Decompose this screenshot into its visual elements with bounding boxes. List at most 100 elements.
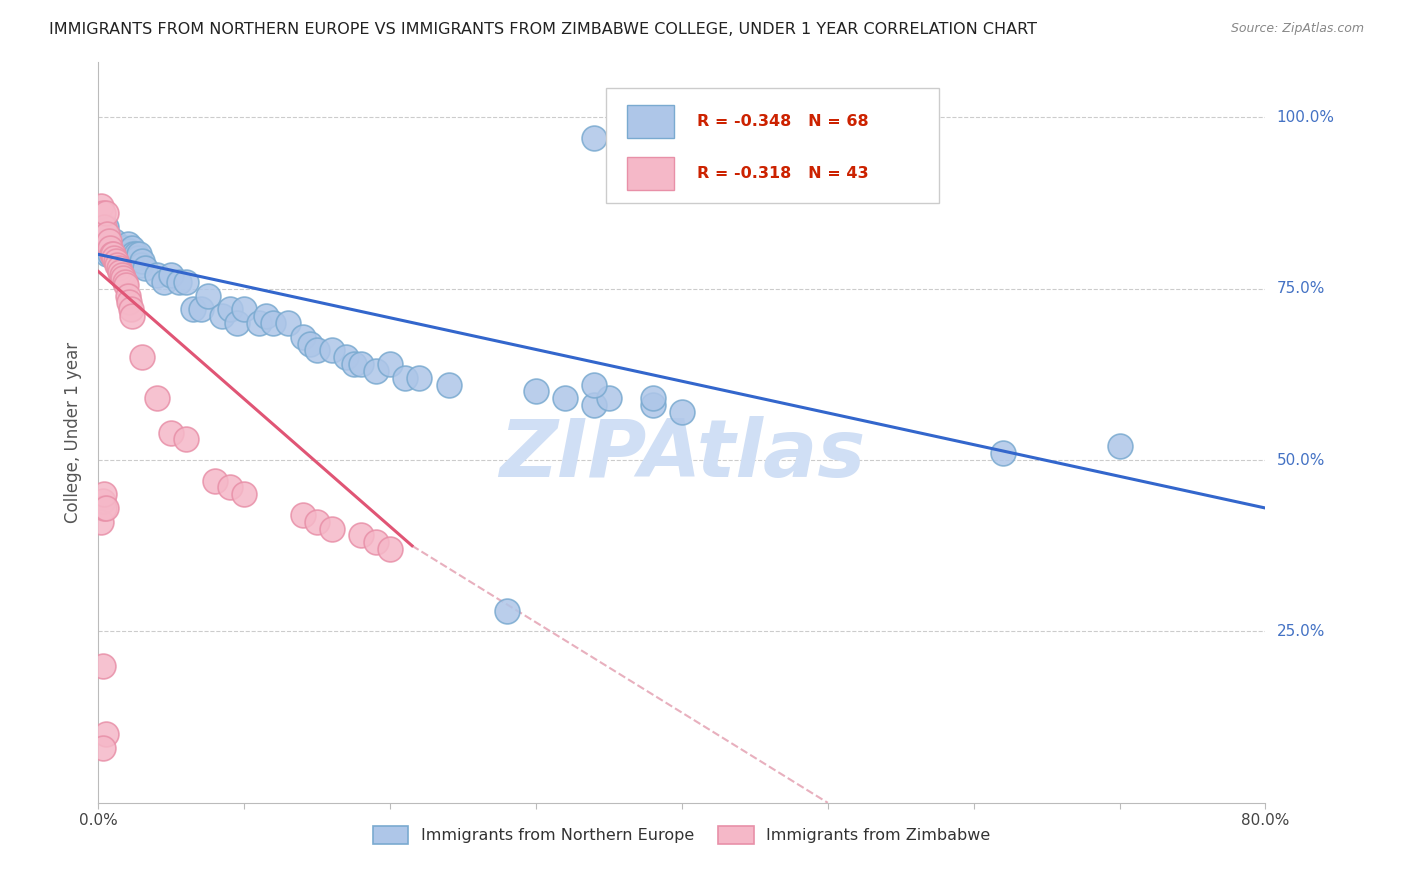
Point [394, 371, 416, 385]
Point [583, 377, 606, 392]
Point [218, 302, 240, 317]
Point [105, 258, 128, 272]
Point [160, 425, 183, 440]
Point [146, 268, 169, 282]
Point [307, 343, 329, 358]
Point [94, 219, 117, 234]
Point [233, 302, 256, 317]
Point [380, 542, 402, 557]
Point [114, 275, 136, 289]
Point [380, 357, 402, 371]
Point [598, 392, 620, 406]
Point [97, 237, 120, 252]
Point [93, 219, 115, 234]
Point [160, 268, 183, 282]
Point [108, 254, 131, 268]
Point [671, 405, 693, 419]
Point [122, 247, 145, 261]
Point [146, 392, 169, 406]
Point [128, 247, 150, 261]
Point [104, 240, 127, 255]
Point [350, 528, 373, 542]
Point [437, 377, 460, 392]
Point [167, 275, 190, 289]
Point [112, 271, 135, 285]
Point [90, 199, 112, 213]
Point [1108, 439, 1130, 453]
Point [262, 316, 284, 330]
Point [218, 480, 240, 494]
Point [174, 275, 197, 289]
Point [121, 309, 143, 323]
Point [101, 247, 124, 261]
Point [94, 501, 117, 516]
Point [226, 316, 249, 330]
Point [101, 240, 124, 255]
Point [97, 234, 120, 248]
Point [104, 254, 127, 268]
Point [364, 364, 387, 378]
Point [254, 309, 277, 323]
Point [115, 247, 138, 261]
Point [190, 302, 212, 317]
Point [129, 258, 152, 272]
Point [114, 240, 136, 255]
Point [120, 247, 142, 261]
Point [204, 474, 226, 488]
Point [91, 223, 114, 237]
Point [641, 398, 664, 412]
Point [583, 398, 606, 412]
Text: 50.0%: 50.0% [1277, 452, 1324, 467]
Text: IMMIGRANTS FROM NORTHERN EUROPE VS IMMIGRANTS FROM ZIMBABWE COLLEGE, UNDER 1 YEA: IMMIGRANTS FROM NORTHERN EUROPE VS IMMIG… [49, 22, 1038, 37]
Point [111, 268, 134, 282]
Point [94, 727, 117, 741]
Point [125, 247, 148, 261]
Text: R = -0.318   N = 43: R = -0.318 N = 43 [697, 166, 869, 181]
Point [111, 240, 134, 255]
Point [108, 261, 131, 276]
Point [211, 309, 233, 323]
Point [307, 515, 329, 529]
Point [93, 501, 115, 516]
Point [554, 392, 576, 406]
Text: R = -0.348   N = 68: R = -0.348 N = 68 [697, 114, 869, 129]
Point [496, 604, 519, 618]
Point [197, 288, 219, 302]
Point [298, 336, 321, 351]
Text: 100.0%: 100.0% [1277, 110, 1334, 125]
Bar [627, 157, 675, 190]
Point [153, 275, 176, 289]
Text: ZIPAtlas: ZIPAtlas [499, 416, 865, 494]
Point [350, 357, 373, 371]
Point [94, 206, 117, 220]
Point [174, 433, 197, 447]
Point [134, 261, 156, 276]
Point [291, 508, 314, 522]
Point [100, 247, 122, 261]
Point [321, 522, 343, 536]
Point [321, 343, 343, 358]
Point [335, 350, 357, 364]
Point [91, 206, 114, 220]
Point [118, 295, 141, 310]
Legend: Immigrants from Northern Europe, Immigrants from Zimbabwe: Immigrants from Northern Europe, Immigra… [367, 819, 997, 850]
Point [127, 251, 149, 265]
Point [343, 357, 366, 371]
Point [105, 247, 128, 261]
Point [364, 535, 387, 549]
Point [524, 384, 547, 399]
Point [115, 278, 138, 293]
Point [103, 234, 125, 248]
Text: 25.0%: 25.0% [1277, 624, 1324, 639]
Point [91, 658, 114, 673]
Point [98, 247, 121, 261]
Point [131, 254, 153, 268]
Point [583, 131, 606, 145]
Point [93, 487, 115, 501]
Text: 75.0%: 75.0% [1277, 281, 1324, 296]
Point [110, 247, 132, 261]
Point [96, 247, 118, 261]
Point [991, 446, 1014, 460]
Point [100, 240, 122, 255]
Point [112, 244, 135, 258]
